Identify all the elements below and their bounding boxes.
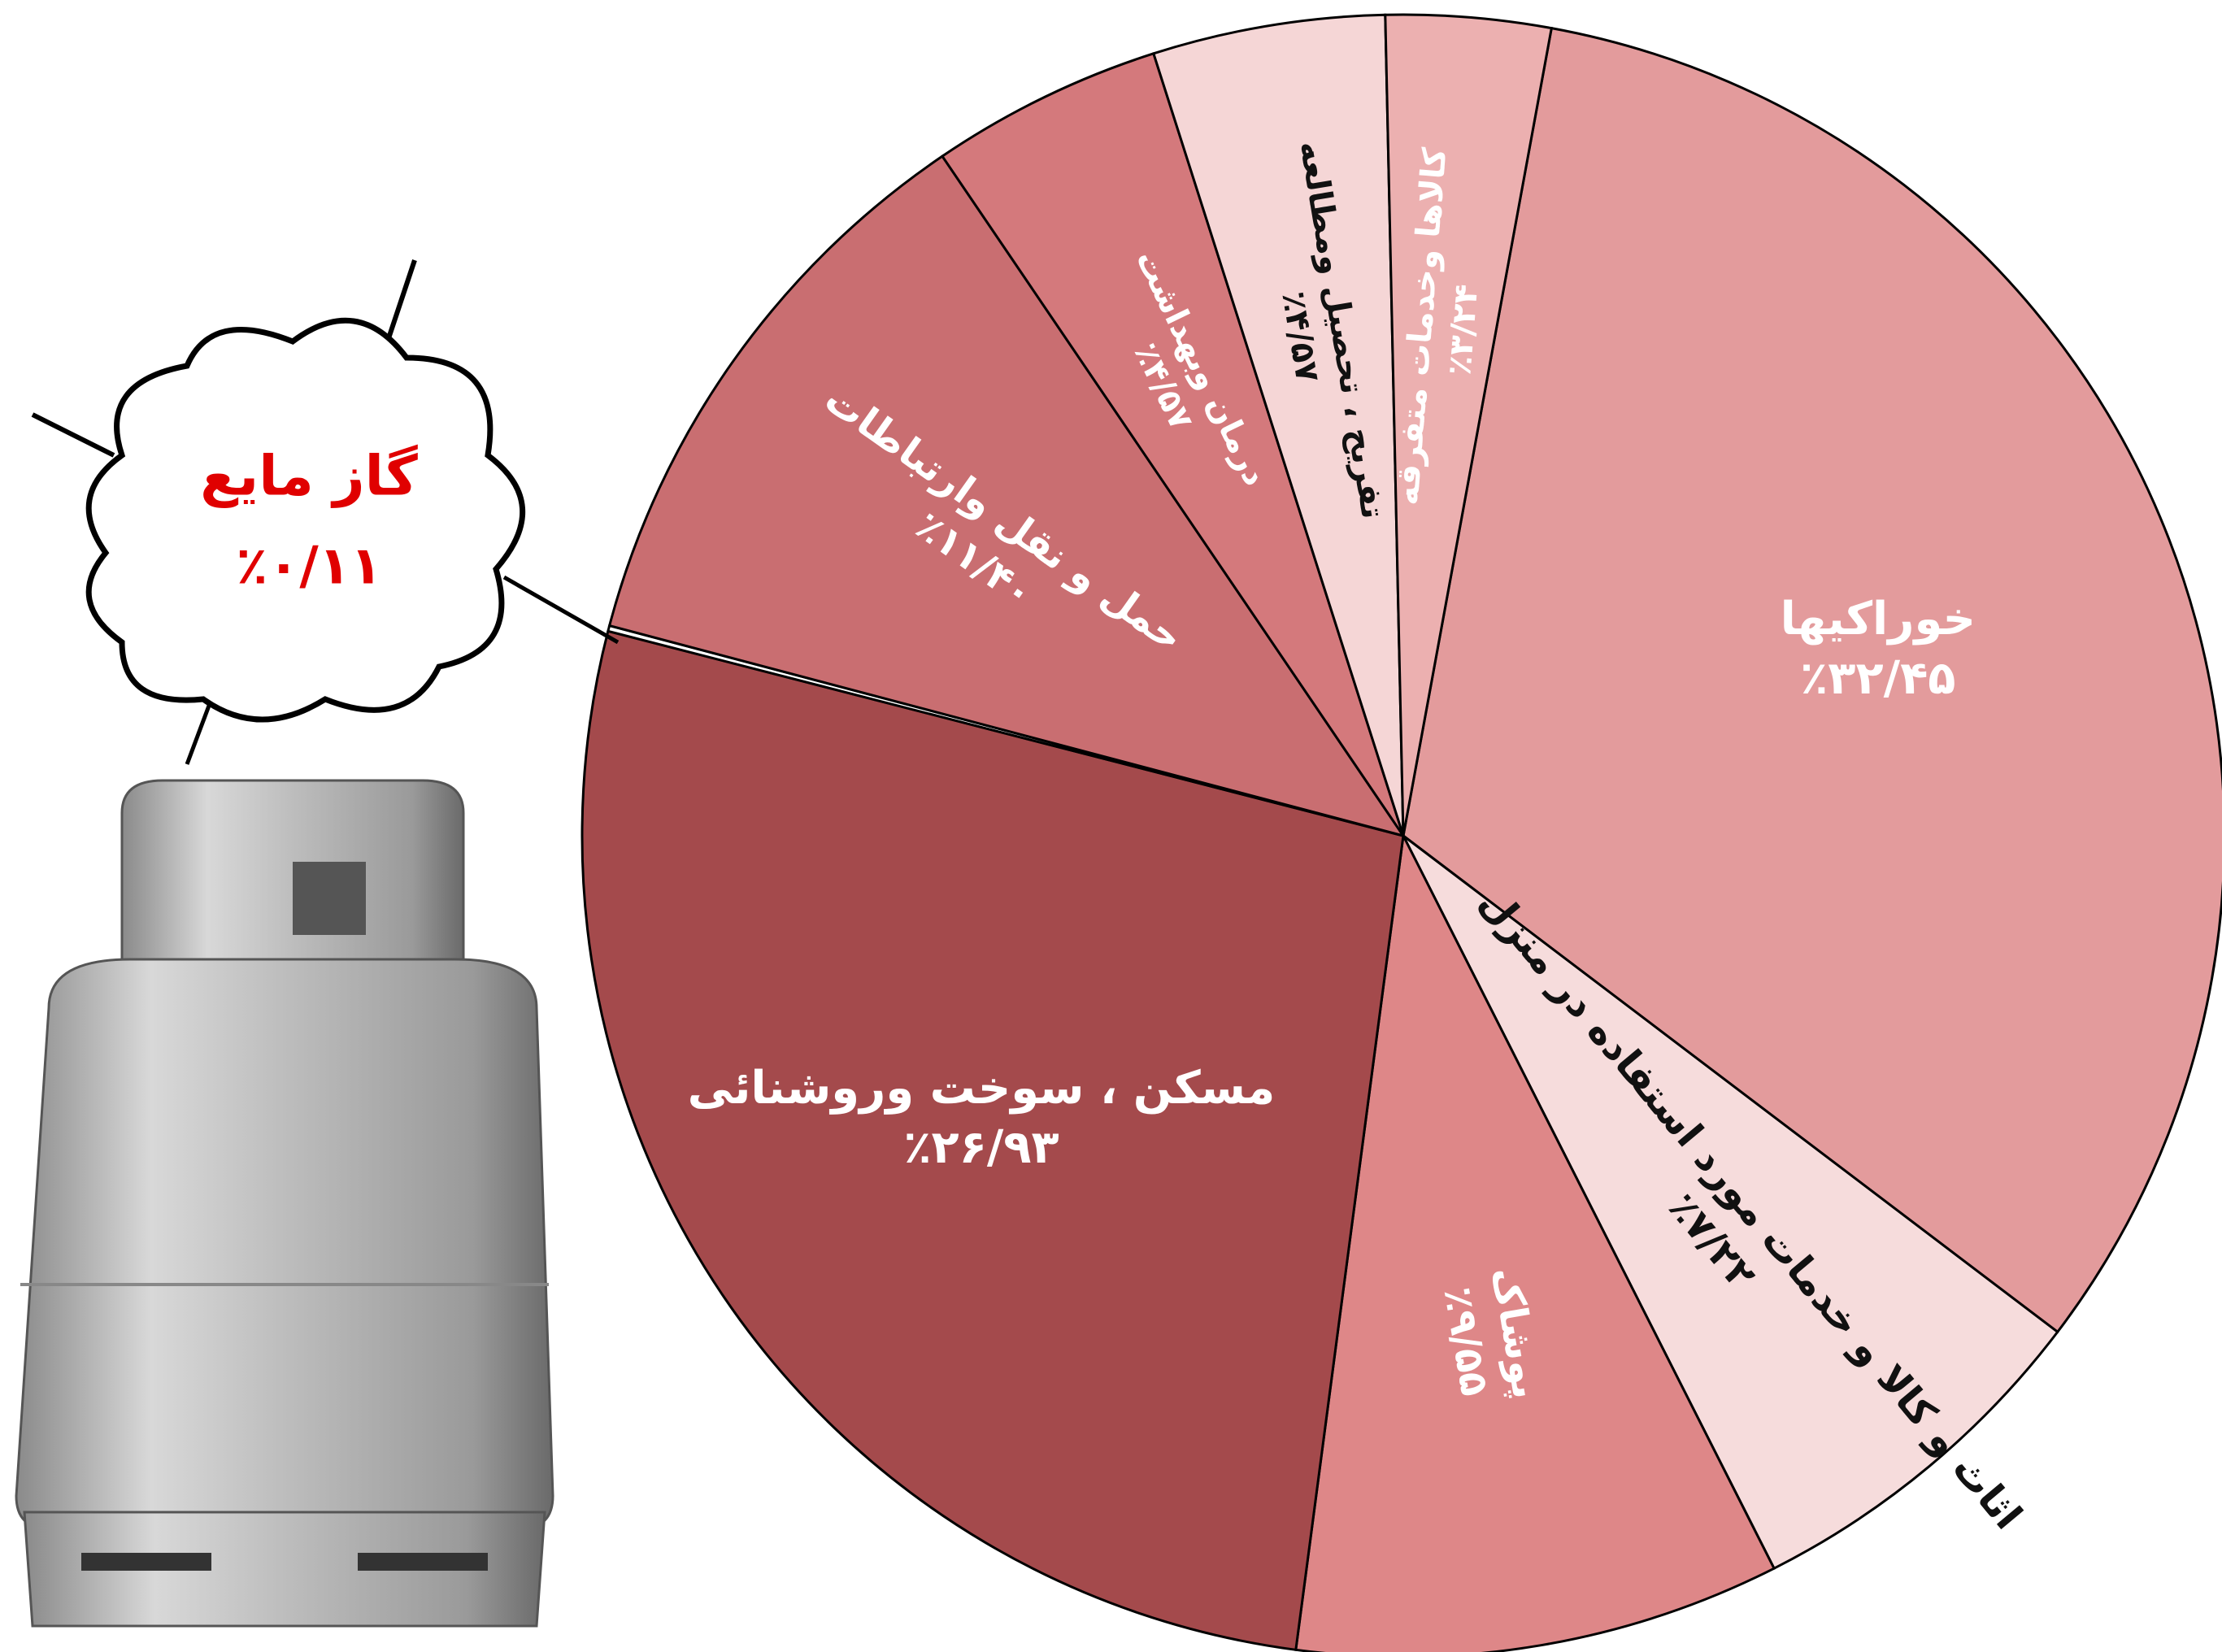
chart: خوراکیها٪۳۲/۴۵اثاث و کالا و خدمات مورد ا… (0, 0, 2222, 1652)
gas-cylinder (16, 780, 553, 1626)
value-label: ٪۲۶/۹۳ (903, 1121, 1059, 1174)
value-label: ٪۰/۱۱ (236, 537, 382, 597)
page: {"chart_data": {"type": "pie", "categori… (0, 0, 2222, 1652)
callout-cloud (33, 260, 618, 764)
slice-label: گاز مایع (200, 445, 418, 509)
value-label: ٪۳۲/۴۵ (1800, 652, 1955, 705)
slice-label: خوراکیها (1781, 593, 1976, 646)
value-label: ٪۳/۲۴ (1441, 283, 1485, 377)
slice-label: مسکن ، سوخت وروشنائی (688, 1062, 1276, 1115)
